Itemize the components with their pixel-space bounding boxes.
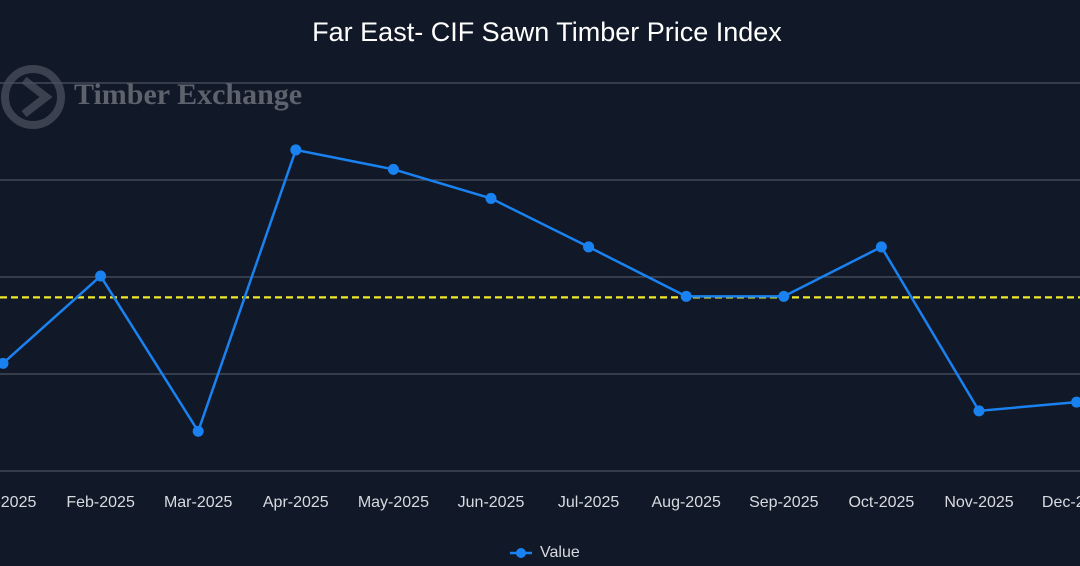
x-tick-label: Aug-2025 bbox=[652, 494, 721, 511]
x-tick-label: Jul-2025 bbox=[558, 494, 619, 511]
x-tick-label: Jun-2025 bbox=[458, 494, 525, 511]
x-tick-label: Nov-2025 bbox=[944, 494, 1013, 511]
watermark-logo bbox=[1, 65, 65, 129]
data-point bbox=[95, 270, 107, 282]
data-point bbox=[778, 290, 790, 302]
data-point bbox=[192, 425, 204, 437]
data-point bbox=[583, 241, 595, 253]
data-point bbox=[1071, 396, 1080, 408]
x-tick-label: Oct-2025 bbox=[848, 494, 914, 511]
x-tick-label: Sep-2025 bbox=[749, 494, 818, 511]
x-tick-label: Dec-2025 bbox=[1042, 494, 1080, 511]
data-point bbox=[387, 163, 399, 175]
data-point bbox=[680, 290, 692, 302]
legend-label: Value bbox=[540, 544, 580, 561]
data-point bbox=[485, 192, 497, 204]
chart-title: Far East- CIF Sawn Timber Price Index bbox=[312, 17, 782, 47]
x-tick-label: Apr-2025 bbox=[263, 494, 329, 511]
x-tick-label: Feb-2025 bbox=[66, 494, 135, 511]
data-point bbox=[875, 241, 887, 253]
data-point bbox=[973, 405, 985, 417]
x-tick-label: Jan-2025 bbox=[0, 494, 36, 511]
series-line bbox=[2, 148, 1077, 435]
legend-item: Value bbox=[510, 544, 580, 561]
x-tick-label: Mar-2025 bbox=[164, 494, 233, 511]
data-point bbox=[0, 357, 9, 369]
data-point bbox=[290, 144, 302, 156]
legend-marker bbox=[516, 548, 526, 558]
x-tick-label: May-2025 bbox=[358, 494, 429, 511]
